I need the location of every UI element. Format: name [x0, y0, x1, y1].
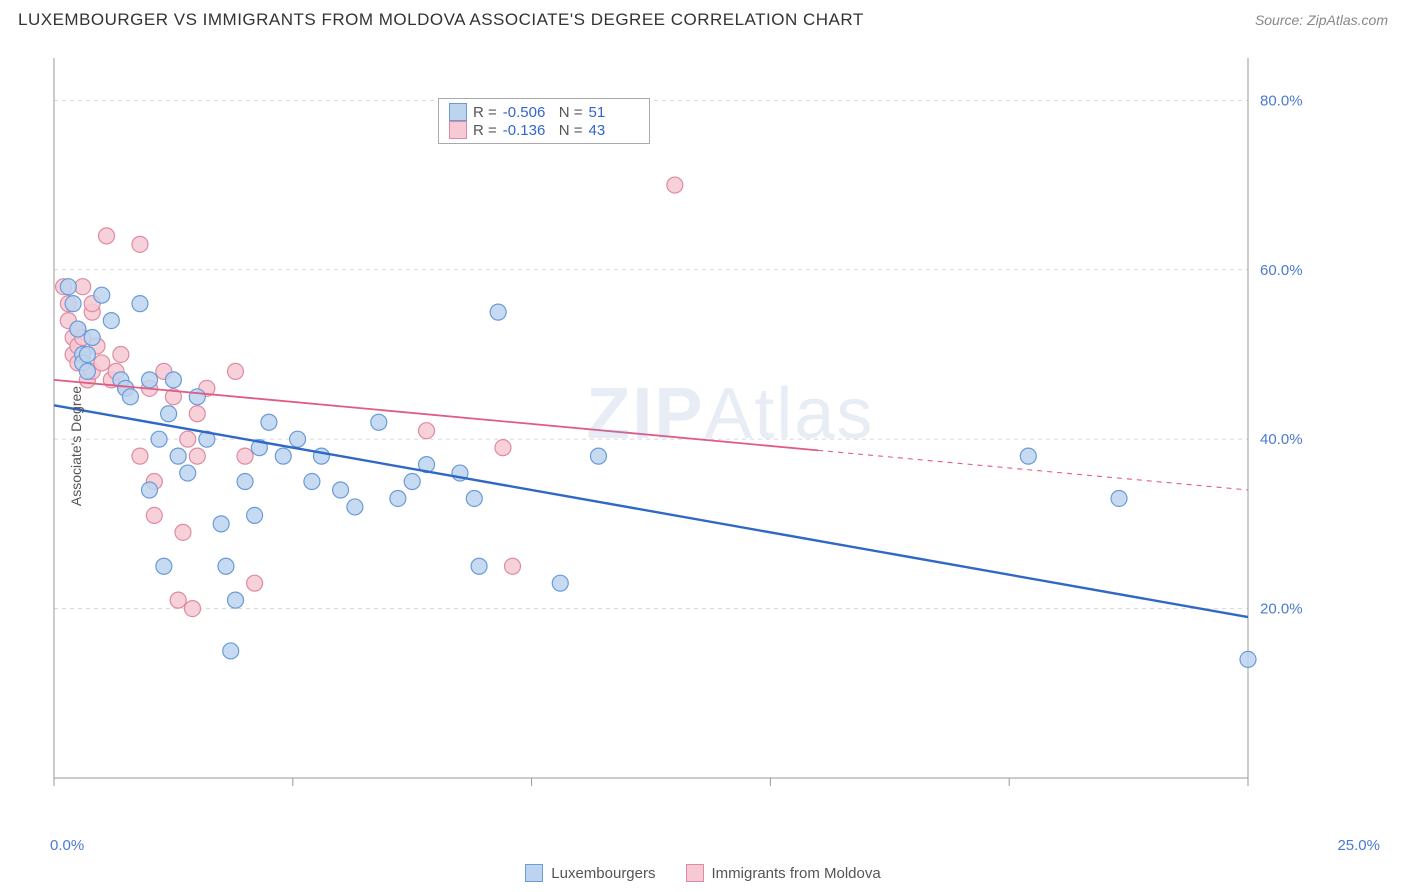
- chart-title: LUXEMBOURGER VS IMMIGRANTS FROM MOLDOVA …: [18, 10, 864, 30]
- correlation-scatter-chart: 20.0% 40.0% 60.0% 80.0%: [18, 48, 1318, 808]
- svg-text:80.0%: 80.0%: [1260, 92, 1303, 109]
- swatch-series-b: [449, 121, 467, 139]
- x-axis-labels: 0.0% 25.0%: [50, 837, 1380, 854]
- legend-row-b: R = -0.136 N = 43: [449, 121, 639, 139]
- legend-item-a: Luxembourgers: [525, 864, 655, 882]
- source-label: Source: ZipAtlas.com: [1255, 12, 1388, 28]
- svg-text:60.0%: 60.0%: [1260, 262, 1303, 279]
- correlation-legend: R = -0.506 N = 51 R = -0.136 N = 43: [438, 98, 650, 144]
- y-axis-label: Associate's Degree: [68, 386, 84, 506]
- svg-text:20.0%: 20.0%: [1260, 601, 1303, 618]
- swatch-series-a-bottom: [525, 864, 543, 882]
- legend-row-a: R = -0.506 N = 51: [449, 103, 639, 121]
- legend-item-b: Immigrants from Moldova: [686, 864, 881, 882]
- swatch-series-b-bottom: [686, 864, 704, 882]
- bottom-legend: Luxembourgers Immigrants from Moldova: [0, 864, 1406, 882]
- swatch-series-a: [449, 103, 467, 121]
- svg-text:40.0%: 40.0%: [1260, 431, 1303, 448]
